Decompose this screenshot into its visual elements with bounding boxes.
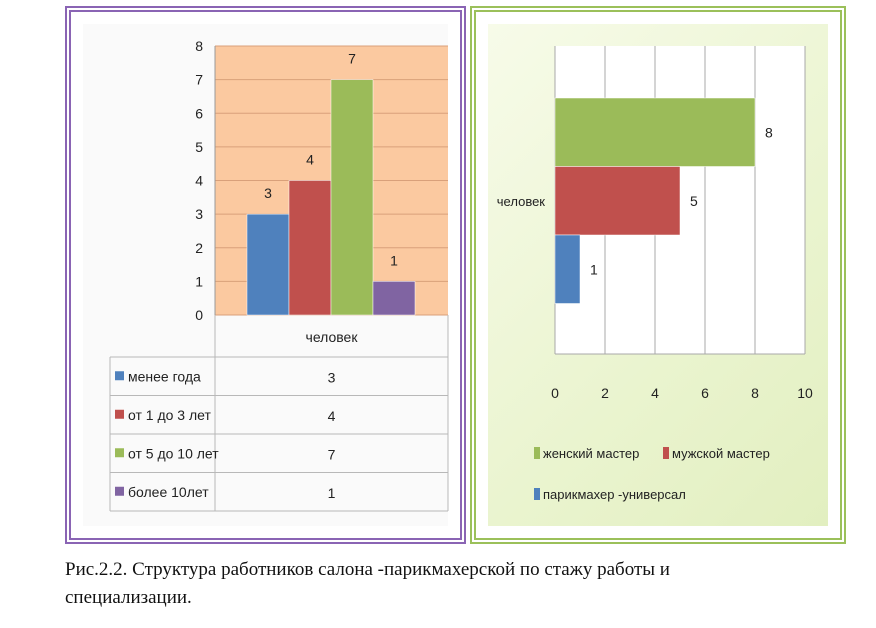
right-legend-label: мужской мастер xyxy=(672,446,770,461)
right-legend-label: женский мастер xyxy=(543,446,639,461)
table-row-value: 1 xyxy=(328,485,336,501)
left-y-tick-label: 1 xyxy=(195,273,203,289)
right-bar-data-label: 8 xyxy=(765,124,773,140)
right-bar-3 xyxy=(554,234,581,304)
left-y-tick-label: 5 xyxy=(195,139,203,155)
right-legend-swatch xyxy=(534,488,540,500)
left-bar-data-label: 1 xyxy=(390,252,398,268)
left-category-label: человек xyxy=(306,329,359,345)
right-bar-data-label: 1 xyxy=(590,261,598,277)
right-category-label: человек xyxy=(497,194,546,209)
left-y-tick-label: 6 xyxy=(195,105,203,121)
table-row-label: от 1 до 3 лет xyxy=(128,407,211,423)
left-bar-4 xyxy=(372,281,416,316)
left-y-tick-label: 3 xyxy=(195,206,203,222)
left-y-tick-label: 4 xyxy=(195,173,203,189)
left-bar-data-label: 7 xyxy=(348,51,356,67)
table-row-value: 3 xyxy=(328,369,336,385)
figure-caption: Рис.2.2. Структура работников салона -па… xyxy=(65,556,835,612)
left-bar-data-label: 4 xyxy=(306,152,314,168)
right-legend-label: парикмахер -универсал xyxy=(543,487,686,502)
table-legend-swatch xyxy=(115,371,124,381)
right-x-tick-label: 2 xyxy=(601,385,609,401)
right-legend-swatch xyxy=(663,447,669,459)
table-row-label: менее года xyxy=(128,368,201,384)
table-legend-swatch xyxy=(115,448,124,458)
table-legend-swatch xyxy=(115,486,124,496)
left-y-tick-label: 2 xyxy=(195,240,203,256)
table-row-value: 7 xyxy=(328,446,336,462)
caption-line-2: специализации. xyxy=(65,587,192,608)
left-bar-3 xyxy=(330,79,374,316)
left-y-tick-label: 7 xyxy=(195,72,203,88)
table-row-value: 4 xyxy=(328,408,336,424)
right-x-tick-label: 6 xyxy=(701,385,709,401)
left-y-tick-label: 0 xyxy=(195,307,203,323)
left-bar-1 xyxy=(246,213,290,316)
table-row-label: от 5 до 10 лет xyxy=(128,445,219,461)
table-legend-swatch xyxy=(115,409,124,419)
left-bar-data-label: 3 xyxy=(264,185,272,201)
right-legend-swatch xyxy=(534,447,540,459)
right-x-tick-label: 4 xyxy=(651,385,659,401)
right-bar-2 xyxy=(554,166,681,236)
right-bar-data-label: 5 xyxy=(690,193,698,209)
caption-line-1: Рис.2.2. Структура работников салона -па… xyxy=(65,559,670,580)
right-x-tick-label: 0 xyxy=(551,385,559,401)
right-bar-1 xyxy=(554,97,756,167)
left-bar-2 xyxy=(288,180,332,316)
table-row-label: более 10лет xyxy=(128,484,209,500)
left-y-tick-label: 8 xyxy=(195,38,203,54)
right-x-tick-label: 8 xyxy=(751,385,759,401)
right-x-tick-label: 10 xyxy=(797,385,813,401)
